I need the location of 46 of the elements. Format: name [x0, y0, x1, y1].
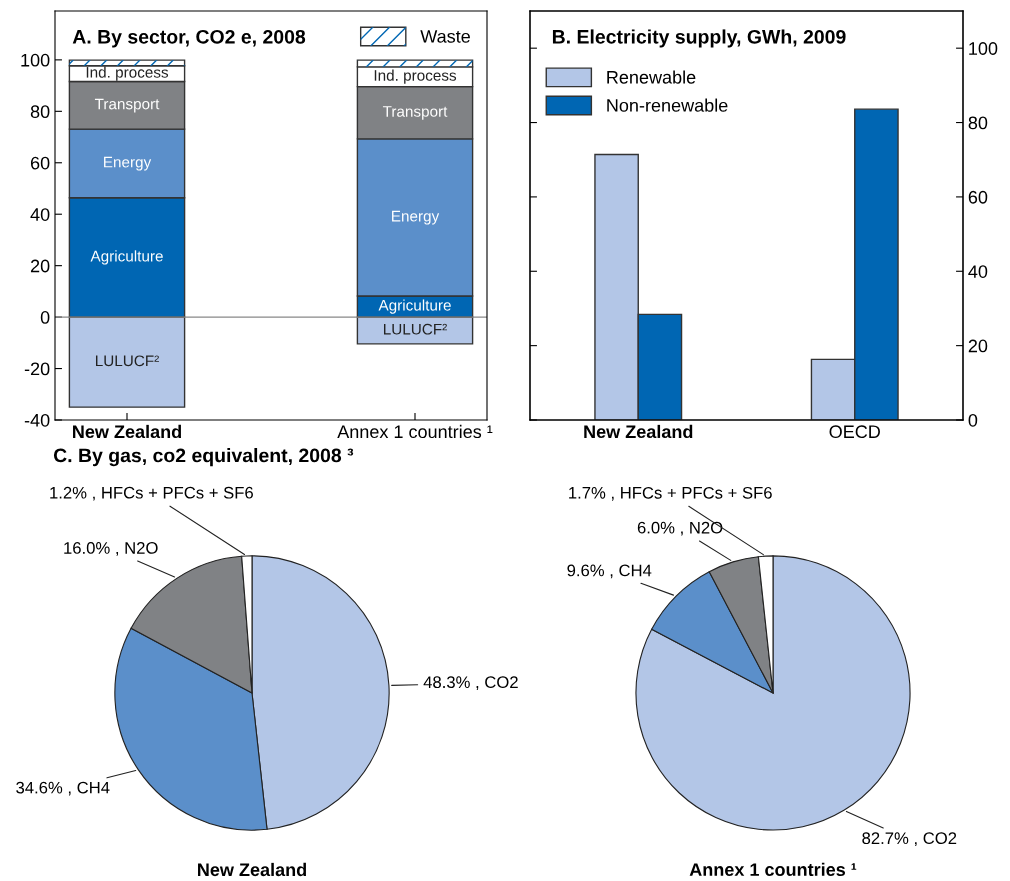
series-label: Transport — [94, 98, 160, 113]
chart-title: C. By gas, co2 equivalent, 2008 ³ — [53, 448, 354, 467]
y2-tick-label: 40 — [968, 265, 988, 278]
bar — [356, 316, 474, 345]
y-tick-label: -20 — [24, 362, 50, 376]
slice-label: 48.3% , CO2 — [423, 676, 518, 691]
text: B. Electricity supply, GWh, 2009 — [552, 29, 846, 48]
series-label: LULUCF² — [384, 323, 447, 335]
y-tick-label: 100 — [21, 53, 50, 67]
slice-label: 34.6% , CH4 — [16, 781, 110, 796]
text: New Zealand — [198, 862, 306, 877]
slice-label: 9.6% , CH4 — [567, 564, 652, 579]
y-tick-label: 40 — [30, 208, 50, 221]
legend-label: Waste — [420, 30, 470, 43]
series-label: Ind. process — [86, 66, 169, 81]
slice-label: 82.7% , CO2 — [862, 832, 957, 847]
text: Ind. process — [374, 69, 457, 84]
text: Annex 1 countries ¹ — [689, 862, 857, 877]
y2-tick-label: 0 — [968, 413, 978, 427]
y-tick-label: -40 — [24, 413, 50, 427]
y-tick-label: 60 — [30, 156, 50, 170]
y2-tick-label: 60 — [968, 190, 988, 204]
slice-label: 1.7% , HFCs + PFCs + SF6 — [569, 486, 772, 501]
y2-tick-label: 80 — [968, 116, 988, 130]
bar — [68, 316, 186, 408]
legend-label: Renewable — [607, 70, 696, 84]
legend-label: Non-renewable — [607, 98, 728, 112]
x-tick-label: OECD — [829, 425, 880, 439]
text: Transport — [382, 106, 448, 120]
slice-label: 1.2% , HFCs + PFCs + SF6 — [50, 486, 253, 501]
slice-label: 6.0% , N2O — [637, 521, 723, 536]
x-tick-label: New Zealand — [73, 424, 181, 439]
series-label: Agriculture — [378, 299, 451, 314]
slice-label: 16.0% , N2O — [64, 542, 158, 556]
y-tick-label: 20 — [30, 259, 50, 273]
text: Agriculture — [90, 250, 163, 265]
text: A. By sector, CO2 e, 2008 — [72, 29, 306, 48]
text: LULUCF² — [96, 355, 159, 367]
y-tick-label: 0 — [40, 311, 50, 324]
y2-tick-label: 100 — [969, 42, 998, 55]
y2-tick-label: 20 — [968, 339, 988, 353]
x-tick-label: New Zealand — [584, 424, 693, 439]
series-label: Energy — [104, 156, 152, 171]
text: Energy — [392, 210, 440, 225]
y-tick-label: 80 — [30, 105, 50, 119]
x-tick-label: Annex 1 countries ¹ — [337, 424, 493, 439]
